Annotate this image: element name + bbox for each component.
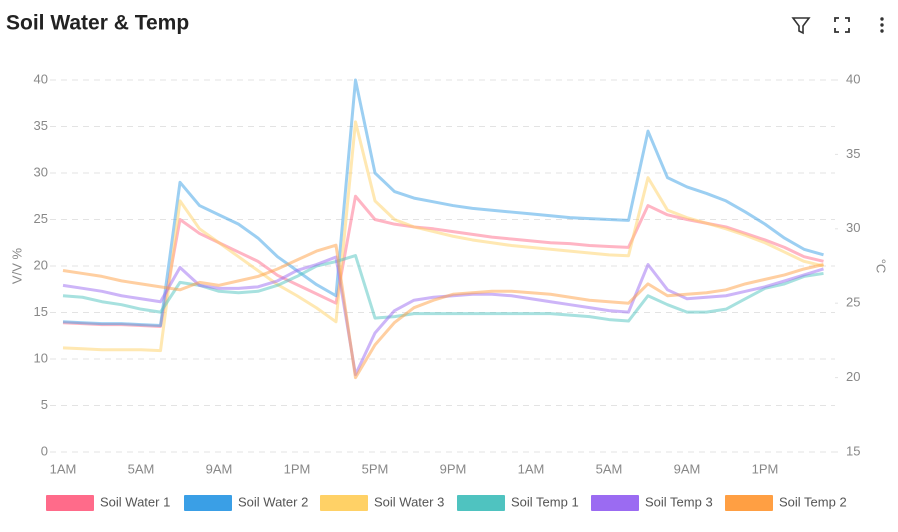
legend-swatch — [320, 495, 368, 511]
x-tick-label: 1AM — [518, 461, 545, 476]
chart-title: Soil Water & Temp — [6, 12, 189, 35]
y-tick-label: 35 — [34, 118, 48, 133]
legend-swatch — [46, 495, 94, 511]
fullscreen-icon[interactable] — [834, 17, 850, 33]
series-line — [62, 254, 824, 323]
y-axis-label: V/V % — [9, 247, 24, 284]
legend-text: Soil Temp 3 — [645, 494, 713, 509]
series-line — [62, 255, 824, 377]
y-tick-label: 0 — [41, 443, 48, 458]
x-tick-label: 9AM — [206, 461, 233, 476]
series-line — [62, 78, 824, 328]
legend-swatch — [725, 495, 773, 511]
legend-text: Soil Temp 1 — [511, 494, 579, 509]
y2-tick-label: 15 — [846, 443, 860, 458]
legend-swatch — [457, 495, 505, 511]
y2-tick-label: 40 — [846, 71, 860, 86]
legend-text: Soil Water 2 — [238, 494, 308, 509]
y-tick-label: 40 — [34, 71, 48, 86]
y-tick-label: 25 — [34, 211, 48, 226]
x-tick-label: 1AM — [50, 461, 77, 476]
y-tick-label: 30 — [34, 164, 48, 179]
y-tick-label: 10 — [34, 350, 48, 365]
x-tick-label: 5PM — [362, 461, 389, 476]
y2-axis-label: °C — [874, 259, 889, 274]
legend-text: Soil Water 3 — [374, 494, 444, 509]
legend-swatch — [591, 495, 639, 511]
y2-tick-label: 20 — [846, 369, 860, 384]
x-tick-label: 5AM — [128, 461, 155, 476]
y-tick-label: 15 — [34, 304, 48, 319]
menu-icon[interactable] — [880, 17, 884, 33]
y-tick-label: 5 — [41, 397, 48, 412]
y-tick-label: 20 — [34, 257, 48, 272]
y2-tick-label: 30 — [846, 220, 860, 235]
legend-text: Soil Water 1 — [100, 494, 170, 509]
series-line — [62, 120, 824, 353]
y2-tick-label: 35 — [846, 146, 860, 161]
series-line — [62, 243, 824, 380]
legend-text: Soil Temp 2 — [779, 494, 847, 509]
x-tick-label: 1PM — [284, 461, 311, 476]
y2-tick-label: 25 — [846, 295, 860, 310]
x-tick-label: 5AM — [596, 461, 623, 476]
legend-swatch — [184, 495, 232, 511]
x-tick-label: 1PM — [752, 461, 779, 476]
filter-icon[interactable] — [791, 17, 811, 35]
x-tick-label: 9AM — [674, 461, 701, 476]
x-tick-label: 9PM — [440, 461, 467, 476]
